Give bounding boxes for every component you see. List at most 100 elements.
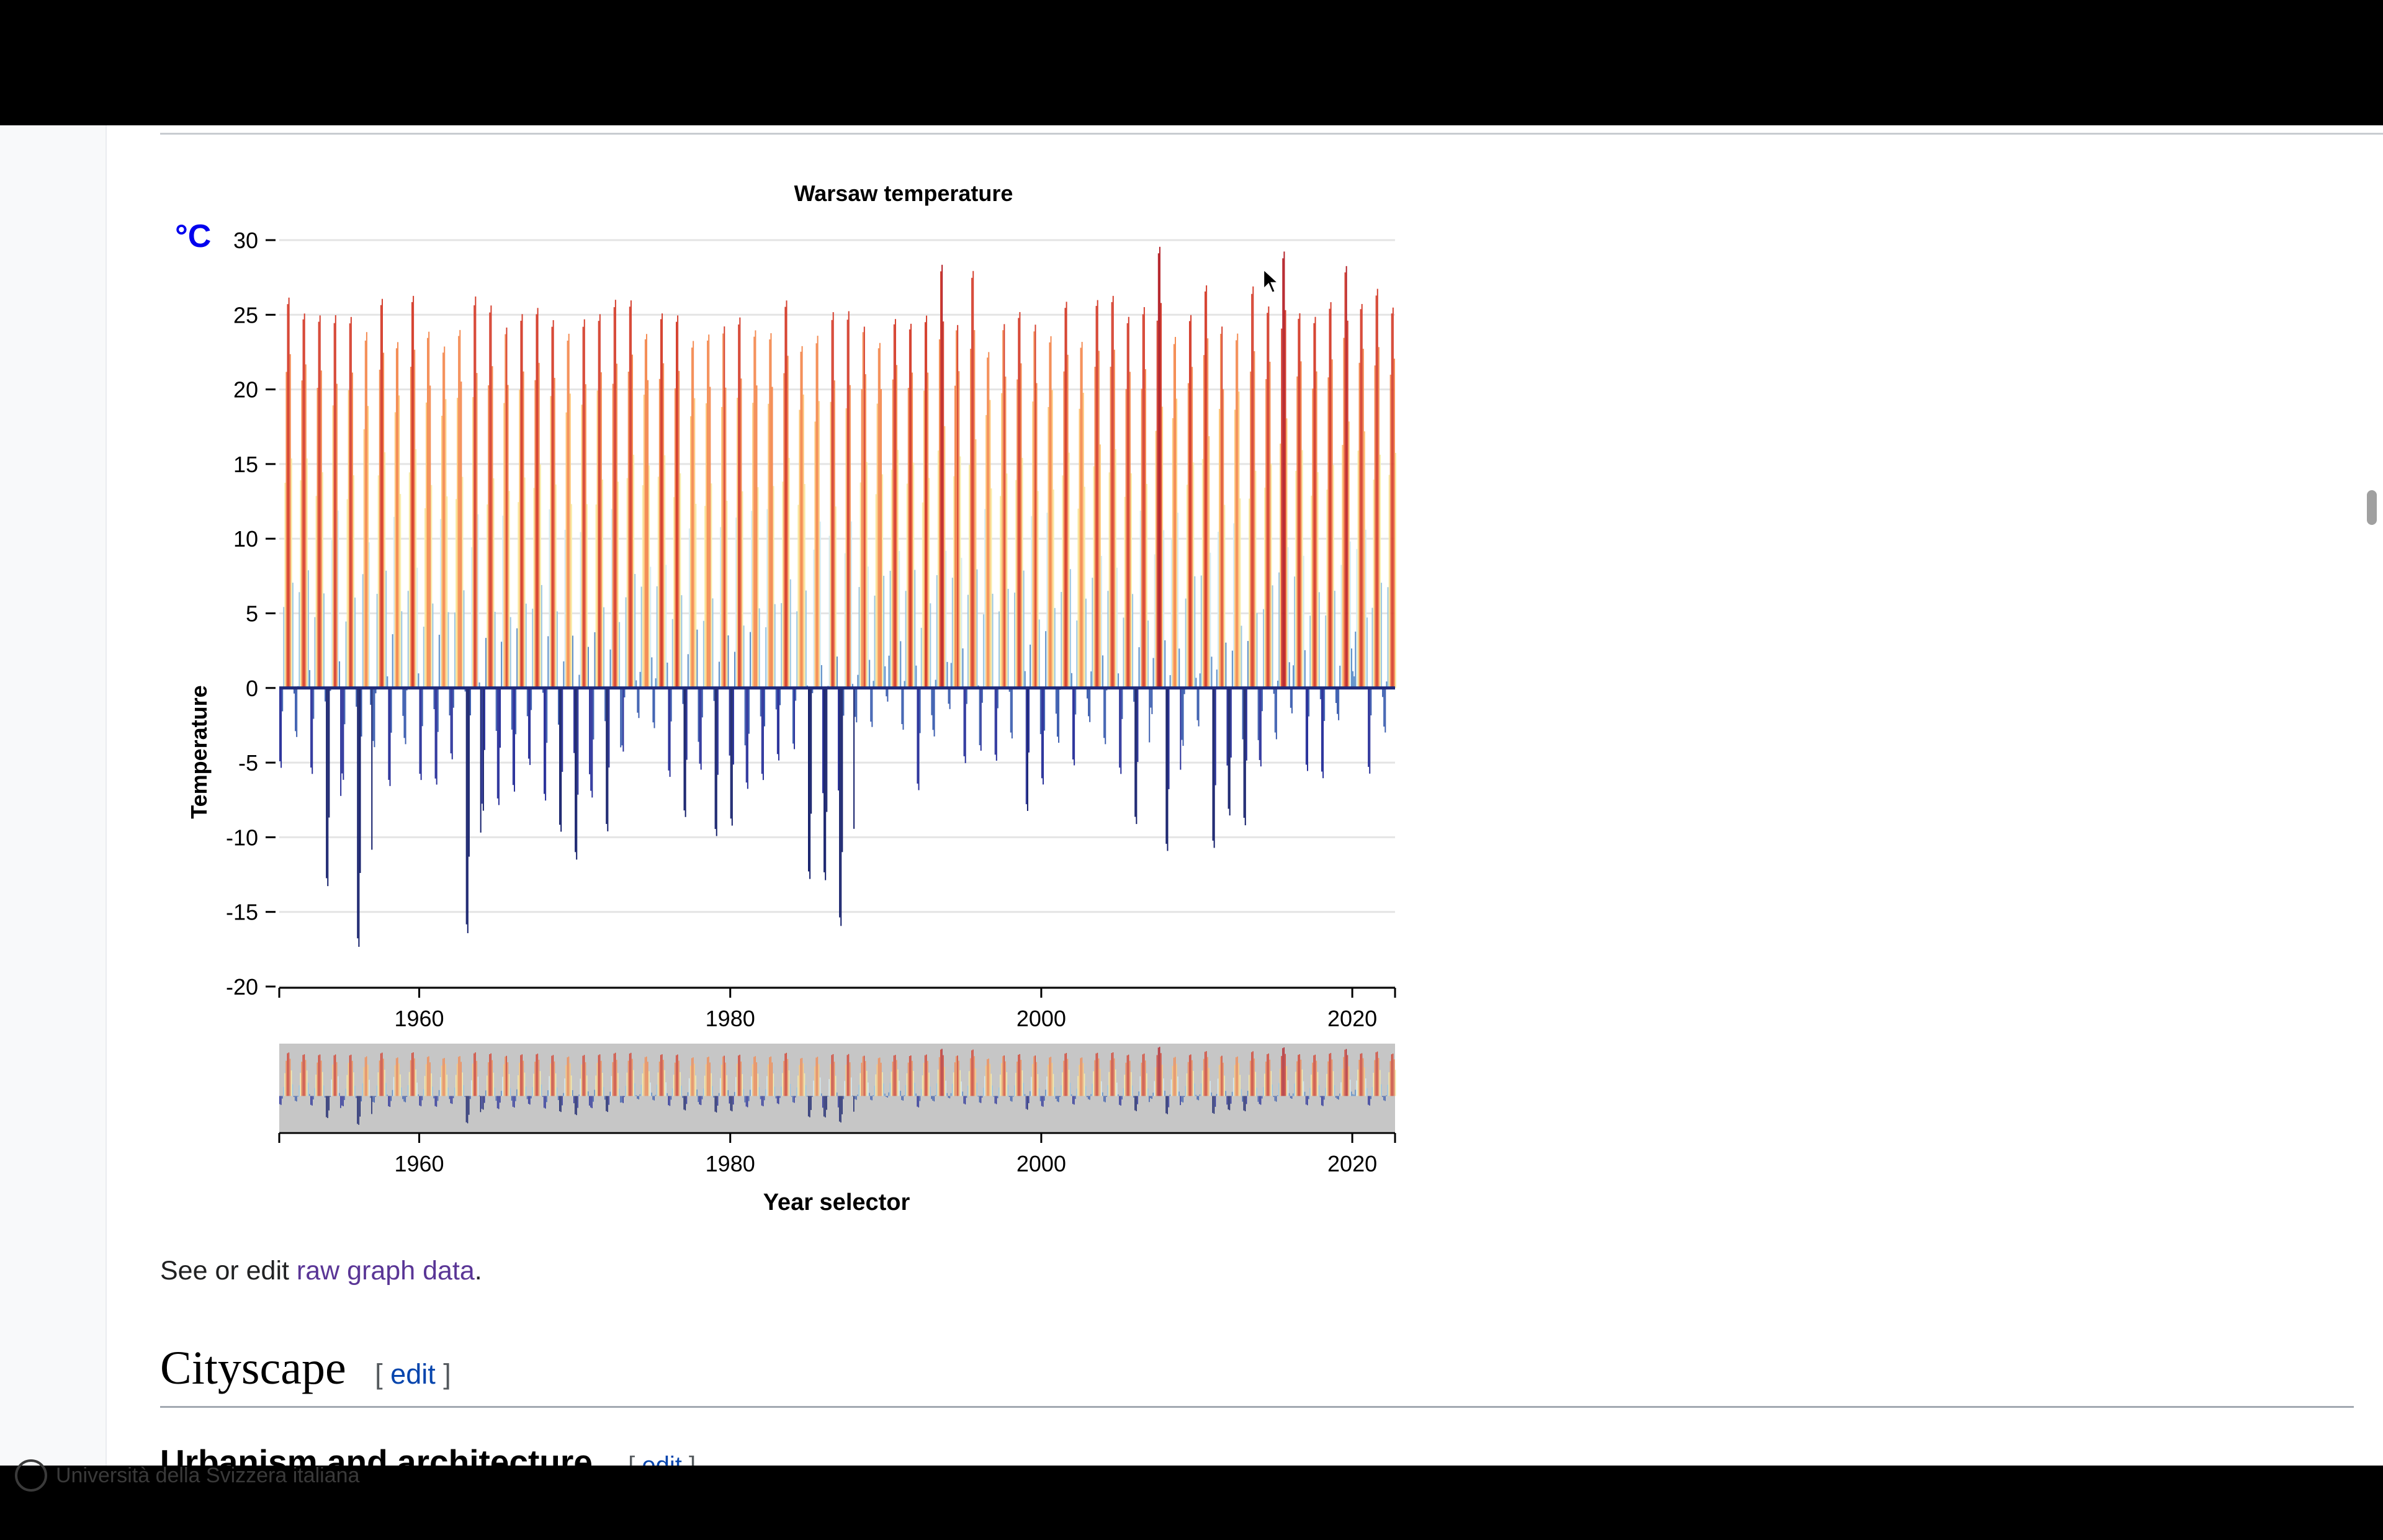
selector-bar — [519, 1062, 520, 1096]
temperature-bar — [1082, 392, 1084, 688]
temperature-bar — [377, 475, 379, 688]
selector-bar — [694, 1063, 695, 1096]
temperature-bar — [491, 366, 493, 688]
temperature-bars[interactable] — [279, 246, 1396, 947]
selector-bar — [1005, 1061, 1006, 1096]
selector-bar — [332, 1064, 334, 1096]
selector-bar — [279, 1096, 280, 1104]
temperature-bar — [445, 399, 447, 688]
temperature-bar — [870, 687, 872, 722]
selector-bar — [680, 1072, 681, 1096]
temperature-bar — [1021, 457, 1023, 688]
temperature-bar — [841, 687, 843, 853]
temperature-bar — [433, 687, 435, 709]
selector-bar — [321, 1072, 323, 1096]
section-title: Cityscape — [160, 1342, 346, 1394]
year-selector-bars[interactable] — [279, 1047, 1396, 1125]
selector-bar — [439, 1077, 441, 1096]
temperature-bar — [813, 549, 815, 688]
selector-bar — [309, 1094, 310, 1096]
selector-bar — [1081, 1057, 1083, 1096]
selector-bar — [961, 1081, 962, 1096]
temperature-bar — [1001, 393, 1003, 688]
selector-bar — [634, 1083, 635, 1096]
temperature-bar — [303, 313, 305, 688]
temperature-bar — [604, 687, 606, 722]
temperature-bar — [796, 611, 798, 688]
selector-bar — [506, 1055, 507, 1096]
temperature-bar — [627, 372, 629, 688]
selector-bar — [1119, 1096, 1120, 1105]
temperature-bar — [1259, 687, 1260, 760]
temperature-bar — [683, 687, 685, 811]
edit-link[interactable]: edit — [390, 1358, 436, 1390]
temperature-bar — [730, 687, 732, 819]
temperature-bar — [784, 307, 786, 688]
selector-bar — [554, 1061, 555, 1096]
temperature-bar — [1291, 687, 1293, 714]
selector-bar — [917, 1096, 918, 1107]
temperature-bar — [402, 687, 404, 716]
selector-bar — [1344, 1049, 1346, 1096]
temperature-bar — [1149, 687, 1151, 743]
temperature-bar — [1386, 681, 1388, 688]
selector-bar — [1255, 1072, 1256, 1096]
selector-bar — [940, 1049, 941, 1096]
temperature-bar — [490, 305, 492, 688]
selector-bar — [1371, 1087, 1373, 1096]
scrollbar-thumb[interactable] — [2367, 490, 2377, 525]
temperature-bar — [476, 373, 478, 688]
selector-bar — [892, 1062, 894, 1096]
temperature-bar — [414, 349, 416, 688]
selector-bar — [1015, 1073, 1016, 1096]
temperature-bar — [1290, 687, 1291, 708]
temperature-bar — [356, 687, 357, 707]
selector-bar — [1232, 1077, 1234, 1096]
selector-bar — [1034, 1055, 1036, 1096]
temperature-bar — [1132, 594, 1134, 688]
temperature-bar — [1299, 313, 1301, 688]
temperature-bar — [680, 473, 681, 688]
selector-bar — [1067, 1059, 1069, 1096]
temperature-bar — [1025, 687, 1027, 805]
selector-bar — [458, 1057, 459, 1096]
subsection-edit-link[interactable]: edit — [642, 1452, 682, 1466]
temperature-bar — [956, 330, 958, 688]
temperature-bar — [914, 570, 916, 688]
temperature-bar — [782, 481, 784, 688]
temperature-bar — [1068, 452, 1070, 688]
temperature-bar — [1242, 687, 1244, 740]
temperature-bar — [768, 403, 770, 688]
temperature-bar — [755, 330, 756, 688]
selector-bar — [1170, 1079, 1172, 1096]
temperature-bar — [513, 687, 515, 792]
temperature-bar — [861, 389, 863, 688]
temperature-bar — [924, 322, 926, 688]
temperature-bar — [502, 515, 504, 688]
temperature-bar — [1054, 607, 1056, 688]
temperature-bar — [1097, 300, 1098, 688]
temperature-bar — [1081, 342, 1083, 688]
temperature-bar — [1154, 554, 1156, 688]
selector-bar — [511, 1096, 513, 1101]
raw-graph-data-link[interactable]: raw graph data — [296, 1256, 475, 1286]
selector-bar — [559, 1096, 560, 1111]
temperature-bar — [818, 401, 820, 688]
temperature-bar — [1056, 687, 1058, 737]
temperature-bar — [381, 298, 383, 688]
selector-bar — [589, 1096, 590, 1106]
selector-bar — [663, 1060, 664, 1096]
selector-bar — [1195, 1095, 1196, 1096]
selector-bar — [731, 1096, 733, 1112]
temperature-bar — [970, 349, 972, 688]
selector-bar — [687, 1092, 689, 1096]
temperature-bar — [943, 321, 945, 688]
temperature-bar — [1295, 470, 1297, 688]
selector-bar — [919, 1096, 921, 1101]
selector-bar — [1223, 1062, 1224, 1096]
temperature-bar — [620, 687, 622, 748]
unit-label: °C — [175, 218, 211, 254]
selector-bar — [824, 1096, 825, 1117]
